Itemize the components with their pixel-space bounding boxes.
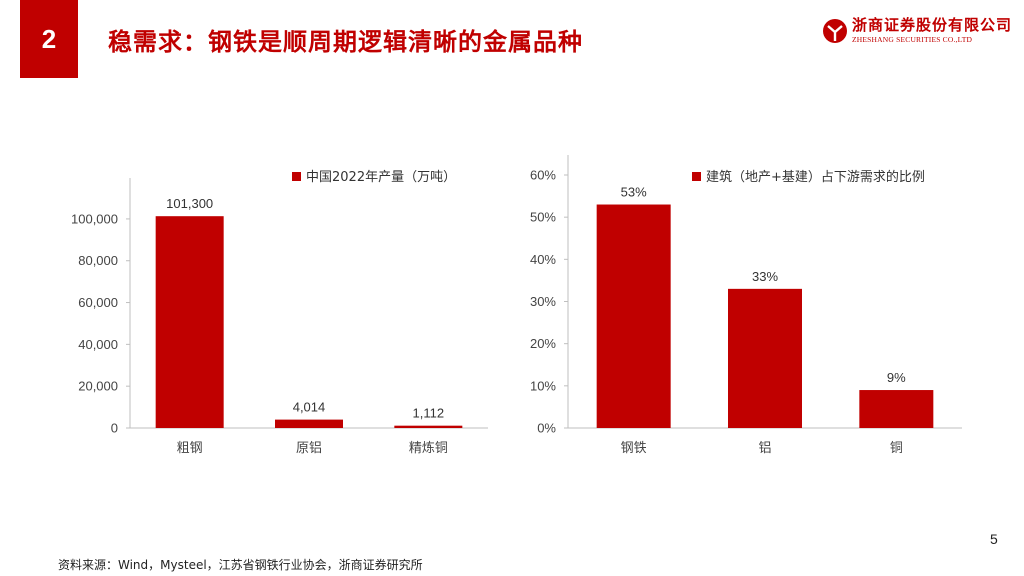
data-label: 1,112 (413, 406, 445, 421)
legend-swatch (292, 172, 301, 181)
production-bar-chart: 0 20,000 40,000 60,000 80,000 100,000 101,300 粗… (71, 170, 488, 456)
y-tick-label: 40% (530, 252, 556, 267)
page-number: 5 (990, 531, 998, 547)
y-tick-label: 60,000 (78, 295, 118, 310)
bar (728, 288, 802, 428)
category-label: 钢铁 (621, 441, 647, 456)
logo-name-en: ZHESHANG SECURITIES CO.,LTD (852, 35, 973, 44)
bar (394, 425, 463, 428)
data-label: 4,014 (293, 400, 326, 415)
logo-name-cn: 浙商证券股份有限公司 (852, 16, 1013, 34)
section-number: 2 (41, 23, 57, 54)
construction-share-bar-chart: 0% 10% 20% 30% 40% 50% 60% 53% 钢铁 33% 铝 9% 铜 建筑（地产+基建… (530, 155, 962, 456)
category-label: 铜 (890, 441, 903, 456)
y-tick-label: 20% (530, 336, 556, 351)
source-note: 资料来源：Wind，Mysteel，江苏省钢铁行业协会，浙商证券研究所 (58, 558, 423, 572)
category-label: 粗钢 (177, 441, 203, 456)
data-label: 9% (887, 370, 906, 385)
bar (596, 204, 671, 428)
category-label: 精炼铜 (409, 441, 448, 456)
y-tick-label: 20,000 (78, 379, 118, 394)
y-tick-label: 10% (530, 378, 556, 393)
legend-label: 建筑（地产+基建）占下游需求的比例 (706, 169, 925, 185)
y-tick-label: 60% (530, 168, 556, 183)
y-tick-label: 40,000 (78, 337, 118, 352)
category-label: 铝 (758, 441, 771, 456)
y-tick-label: 50% (530, 210, 556, 225)
company-logo: 浙商证券股份有限公司 ZHESHANG SECURITIES CO.,LTD (822, 14, 1012, 54)
y-tick-label: 0 (111, 421, 118, 436)
legend-swatch (692, 172, 701, 181)
data-label: 53% (621, 185, 647, 200)
category-label: 原铝 (296, 441, 322, 456)
bar (859, 390, 934, 428)
data-label: 33% (752, 269, 778, 284)
logo-mark-icon (823, 19, 847, 43)
section-number-badge: 2 (20, 0, 78, 78)
bar (155, 216, 224, 428)
y-tick-label: 80,000 (78, 253, 118, 268)
y-tick-label: 30% (530, 294, 556, 309)
legend-label: 中国2022年产量（万吨） (306, 170, 456, 185)
y-tick-label: 0% (537, 421, 556, 436)
y-tick-label: 100,000 (71, 211, 118, 226)
page-title: 稳需求：钢铁是顺周期逻辑清晰的金属品种 (108, 28, 583, 56)
data-label: 101,300 (166, 196, 213, 211)
bar (275, 419, 343, 428)
